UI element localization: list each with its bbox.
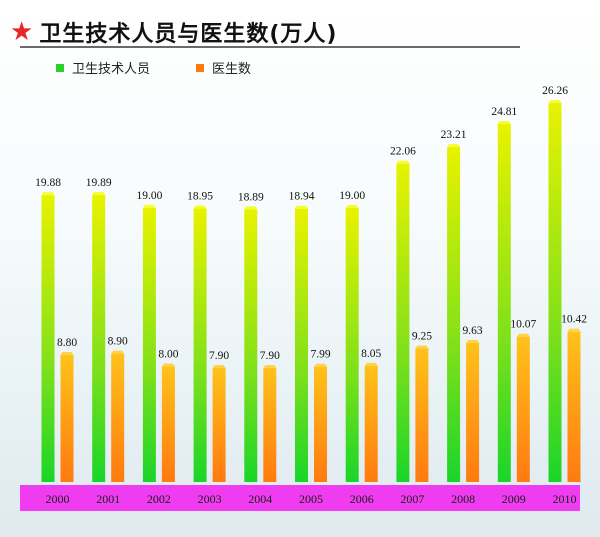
bar-series-2 [314, 366, 327, 482]
value-label-series-1: 19.00 [136, 190, 162, 202]
bar-top-series-1 [244, 206, 258, 210]
category-label: 2000 [46, 492, 70, 506]
bar-top-series-1 [295, 205, 308, 209]
legend-label-series-2: 医生数 [212, 62, 252, 77]
category-label: 2004 [248, 492, 272, 506]
legend-swatch-series-1 [56, 63, 64, 72]
value-label-series-2: 8.05 [361, 348, 381, 360]
bar-series-2 [161, 366, 175, 482]
bar-top-series-2 [314, 363, 327, 367]
bar-series-2 [466, 343, 480, 482]
category-label: 2008 [451, 492, 475, 506]
bar-top-series-1 [548, 100, 562, 104]
bar-series-1 [41, 195, 55, 483]
legend-label-series-1: 卫生技术人员 [72, 62, 151, 77]
bar-series-1 [193, 208, 207, 482]
value-label-series-1: 19.88 [35, 177, 61, 189]
bar-top-series-2 [415, 345, 429, 349]
value-label-series-2: 8.90 [108, 336, 128, 348]
bar-series-1 [92, 194, 106, 482]
value-label-series-1: 19.89 [86, 177, 112, 189]
value-label-series-1: 22.06 [390, 146, 416, 158]
bar-top-series-1 [396, 160, 410, 164]
bar-top-series-2 [263, 365, 277, 369]
category-label: 2002 [147, 492, 171, 506]
value-label-series-1: 23.21 [441, 129, 467, 141]
value-label-series-2: 7.99 [310, 349, 330, 361]
bar-series-2 [111, 353, 125, 482]
value-label-series-2: 10.07 [510, 319, 536, 331]
bar-series-1 [447, 147, 461, 482]
value-label-series-2: 8.00 [158, 349, 178, 361]
category-label: 2006 [350, 492, 374, 506]
bar-top-series-2 [111, 350, 125, 354]
x-axis-band [20, 485, 580, 511]
bar-top-series-1 [193, 205, 207, 209]
bar-top-series-2 [60, 352, 74, 356]
title-row: ★ 卫生技术人员与医生数(万人) [10, 14, 337, 50]
value-label-series-1: 19.00 [339, 190, 365, 202]
category-label: 2010 [553, 492, 577, 506]
bar-top-series-2 [364, 362, 378, 366]
bar-series-2 [212, 368, 226, 482]
bar-series-2 [415, 348, 429, 482]
bar-top-series-2 [212, 365, 226, 369]
bar-top-series-1 [345, 204, 359, 208]
legend-swatch-series-2 [196, 63, 205, 72]
bar-series-1 [345, 207, 359, 482]
value-label-series-2: 10.42 [561, 314, 587, 326]
bar-series-2 [263, 368, 277, 482]
title-divider [20, 46, 520, 48]
legend-item-series-2: 医生数 [196, 58, 251, 77]
bar-series-1 [295, 208, 308, 482]
value-label-series-2: 9.63 [463, 325, 483, 337]
value-label-series-1: 26.26 [542, 85, 568, 97]
bar-top-series-2 [567, 328, 581, 332]
bar-top-series-1 [41, 192, 55, 196]
value-label-series-1: 24.81 [491, 106, 517, 118]
bar-series-2 [60, 355, 74, 482]
star-icon: ★ [10, 17, 34, 47]
value-label-series-2: 7.90 [209, 350, 229, 362]
value-label-series-1: 18.89 [238, 191, 264, 203]
bar-series-1 [244, 209, 258, 482]
bar-series-2 [364, 365, 378, 482]
bar-top-series-1 [497, 120, 511, 124]
value-label-series-2: 7.90 [260, 350, 280, 362]
value-label-series-2: 9.25 [412, 331, 432, 343]
bar-series-1 [548, 103, 562, 482]
bar-series-2 [567, 331, 581, 482]
value-label-series-1: 18.94 [289, 191, 315, 203]
bar-top-series-1 [142, 204, 156, 208]
bar-series-1 [396, 163, 410, 482]
category-label: 2009 [502, 492, 526, 506]
category-label: 2005 [299, 492, 323, 506]
bar-top-series-1 [92, 191, 106, 195]
bar-series-2 [516, 336, 530, 482]
category-label: 2007 [400, 492, 424, 506]
category-label: 2003 [198, 492, 222, 506]
chart-title: 卫生技术人员与医生数(万人) [39, 22, 338, 47]
bar-series-1 [497, 123, 511, 482]
bar-top-series-2 [466, 340, 480, 344]
legend-item-series-1: 卫生技术人员 [56, 58, 150, 77]
bar-top-series-1 [447, 144, 461, 148]
bar-series-1 [142, 207, 156, 482]
bar-top-series-2 [516, 333, 530, 337]
value-label-series-1: 18.95 [187, 191, 213, 203]
bar-top-series-2 [161, 363, 175, 367]
value-label-series-2: 8.80 [57, 337, 77, 349]
category-label: 2001 [96, 492, 120, 506]
legend: 卫生技术人员 医生数 [56, 58, 297, 77]
